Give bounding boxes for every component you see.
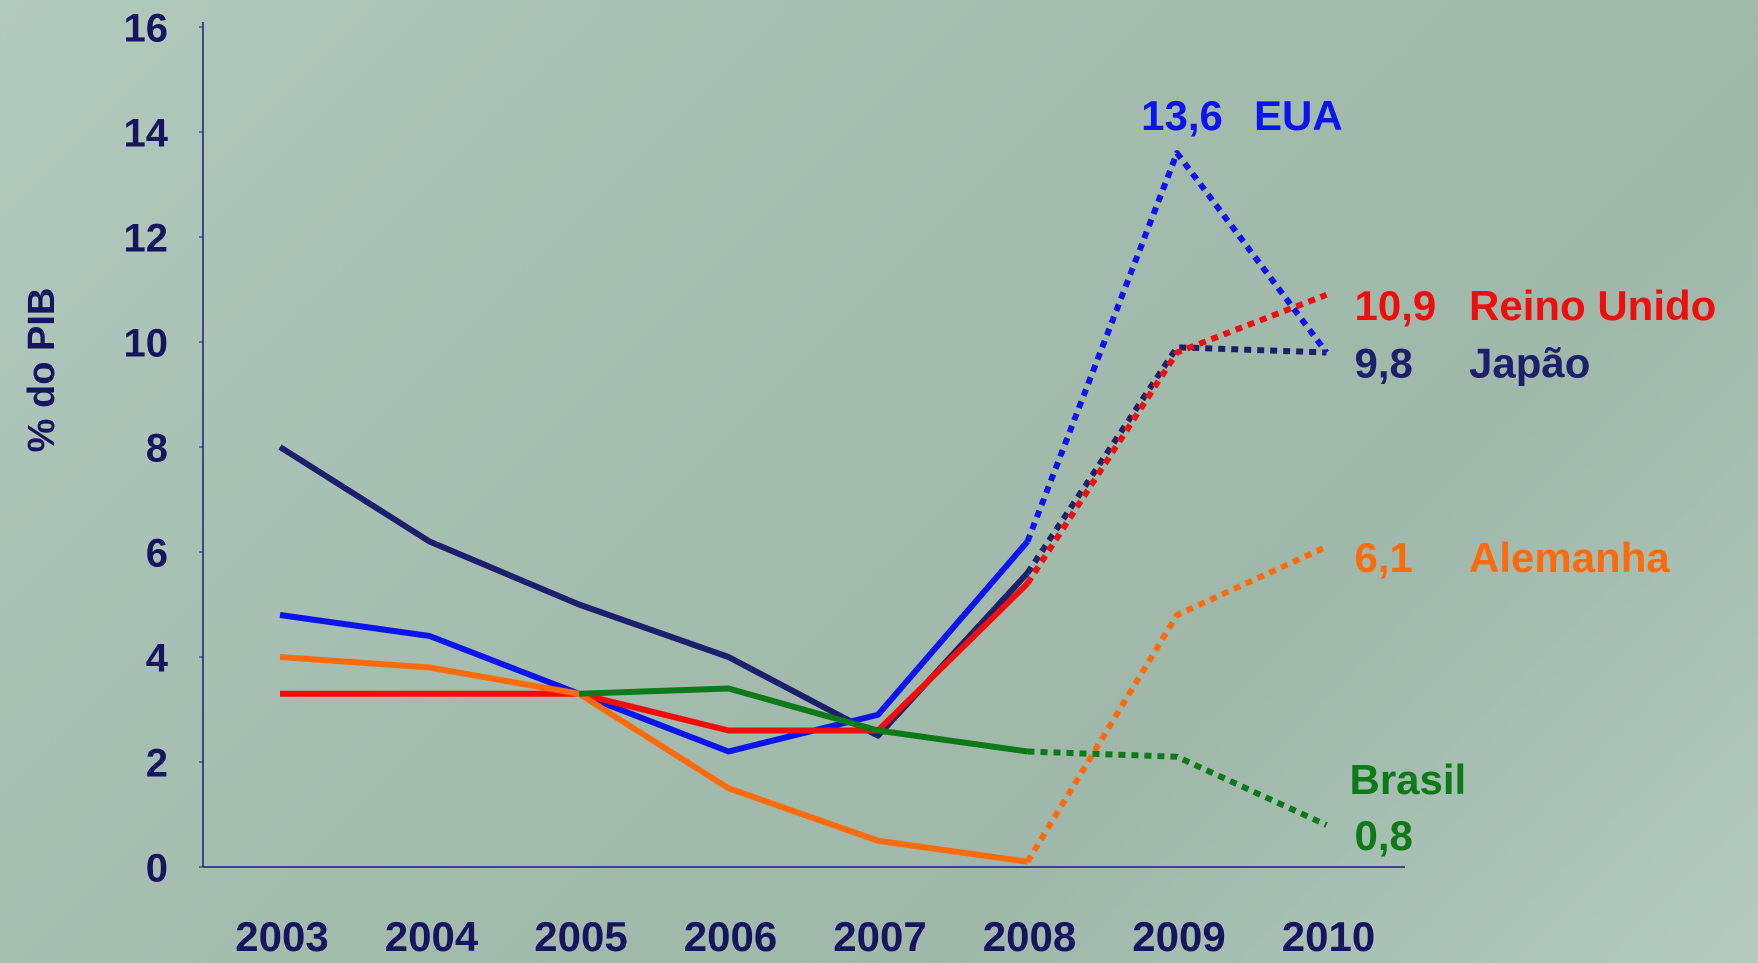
- series-label: Alemanha: [1469, 534, 1670, 581]
- y-tick-label: 2: [146, 742, 168, 786]
- page-body: {"chart_data": { "type": "line", "y_labe…: [0, 0, 1758, 963]
- x-tick-label: 2003: [235, 913, 328, 960]
- y-tick-label: 10: [124, 322, 169, 366]
- y-tick-label: 8: [146, 427, 168, 471]
- x-tick-label: 2005: [534, 913, 627, 960]
- x-tick-label: 2009: [1132, 913, 1225, 960]
- series-line: [280, 542, 1028, 752]
- projection-line: [1028, 547, 1327, 862]
- series-line: [280, 657, 1028, 862]
- x-tick-label: 2007: [833, 913, 926, 960]
- value-label: 9,8: [1355, 340, 1413, 387]
- y-tick-label: 16: [124, 7, 169, 51]
- page: % do PIB html, body { margin: 0; padding…: [0, 0, 1758, 963]
- y-axis-label: % do PIB: [21, 288, 63, 453]
- projection-line: [1028, 153, 1327, 542]
- series-label: Reino Unido: [1469, 282, 1716, 329]
- y-tick-label: 6: [146, 532, 168, 576]
- x-tick-label: 2010: [1282, 913, 1375, 960]
- value-label: 0,8: [1355, 812, 1413, 859]
- value-label: 6,1: [1355, 534, 1413, 581]
- y-tick-label: 12: [124, 217, 169, 261]
- series-label: Japão: [1469, 340, 1590, 387]
- y-tick-label: 4: [146, 637, 169, 681]
- projection-line: [1028, 347, 1327, 573]
- chart: % do PIB 0 2 4 6 8 10 12 14 16 2003 2004 2005 2006 20…: [0, 0, 1758, 963]
- x-tick-label: 2006: [684, 913, 777, 960]
- series-label: Brasil: [1350, 756, 1467, 803]
- x-tick-label: 2004: [385, 913, 479, 960]
- y-tick-label: 0: [146, 847, 168, 891]
- x-tick-label: 2008: [983, 913, 1076, 960]
- series-label: EUA: [1254, 92, 1343, 139]
- series-line: [280, 584, 1028, 731]
- value-label: 13,6: [1141, 92, 1223, 139]
- value-label: 10,9: [1355, 282, 1437, 329]
- projection-line: [1028, 752, 1327, 826]
- projection-line: [1028, 295, 1327, 584]
- y-tick-label: 14: [124, 112, 169, 156]
